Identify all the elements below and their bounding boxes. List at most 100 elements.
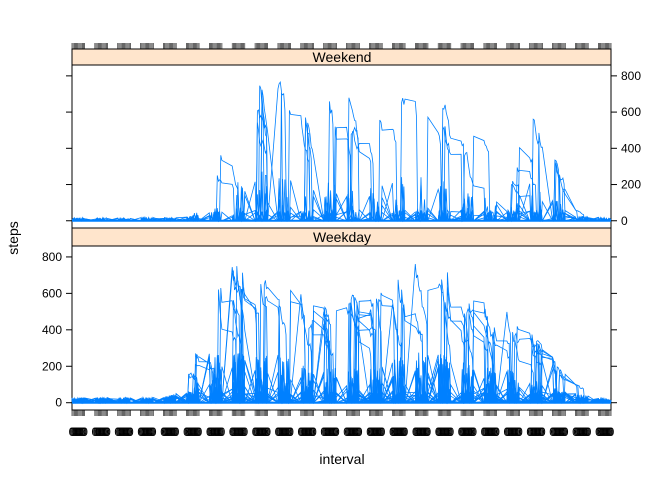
x-tick-label: 0 xyxy=(303,425,310,439)
x-tick-label: 0 xyxy=(393,425,400,439)
x-tick-label: 0 xyxy=(184,425,191,439)
x-tick-label: 0 xyxy=(573,425,580,439)
x-tick-label: 0 xyxy=(562,425,569,439)
x-tick-label: 0 xyxy=(142,425,149,439)
x-tick-label: 0 xyxy=(413,425,420,439)
x-tick-label: 0 xyxy=(308,425,315,439)
x-tick-label: 0 xyxy=(442,425,449,439)
x-tick-label: 0 xyxy=(397,425,404,439)
x-tick-label: 0 xyxy=(533,425,540,439)
x-tick-label: 0 xyxy=(367,425,374,439)
x-tick-label: 0 xyxy=(532,425,539,439)
y-tick-label: 800 xyxy=(42,250,62,264)
x-tick-label: 0 xyxy=(446,425,453,439)
strip-weekend xyxy=(71,48,612,66)
x-tick-label: 0 xyxy=(608,425,615,439)
x-tick-label: 0 xyxy=(529,425,536,439)
x-tick-label: 0 xyxy=(252,425,259,439)
x-tick-label: 0 xyxy=(447,425,454,439)
x-tick-label: 0 xyxy=(298,425,305,439)
x-axis-title: interval xyxy=(319,451,364,467)
x-tick-label: 0 xyxy=(169,425,176,439)
x-tick-label: 0 xyxy=(489,425,496,439)
x-tick-label: 0 xyxy=(601,425,608,439)
x-tick-label: 0 xyxy=(187,425,194,439)
x-tick-label: 0 xyxy=(229,425,236,439)
y-tick-label: 200 xyxy=(621,178,641,192)
x-tick-label: 0 xyxy=(69,425,76,439)
x-tick-label: 0 xyxy=(441,425,448,439)
x-tick-label: 0 xyxy=(168,425,175,439)
x-tick-label: 0 xyxy=(188,425,195,439)
x-tick-label: 0 xyxy=(81,425,88,439)
x-tick-label: 0 xyxy=(412,425,419,439)
x-tick-label: 0 xyxy=(530,425,537,439)
x-tick-label: 0 xyxy=(327,425,334,439)
x-tick-label: 0 xyxy=(596,425,603,439)
x-tick-label: 0 xyxy=(322,425,329,439)
x-tick-label: 0 xyxy=(557,425,564,439)
y-tick-label: 400 xyxy=(42,323,62,337)
x-tick-label: 0 xyxy=(599,425,606,439)
x-tick-label: 0 xyxy=(124,425,131,439)
x-tick-label: 0 xyxy=(368,425,375,439)
x-tick-label: 0 xyxy=(120,425,127,439)
x-tick-label: 0 xyxy=(189,425,196,439)
y-tick-label: 600 xyxy=(621,105,641,119)
x-tick-label: 0 xyxy=(141,425,148,439)
x-tick-label: 0 xyxy=(236,425,243,439)
x-tick-label: 0 xyxy=(118,425,125,439)
x-tick-label: 0 xyxy=(389,425,396,439)
x-tick-label: 0 xyxy=(461,425,468,439)
x-tick-label: 0 xyxy=(287,425,294,439)
x-tick-label: 0 xyxy=(483,425,490,439)
x-tick-label: 0 xyxy=(92,425,99,439)
x-tick-label: 0 xyxy=(333,425,340,439)
x-tick-label: 0 xyxy=(469,425,476,439)
x-tick-label: 0 xyxy=(460,425,467,439)
x-tick-label: 0 xyxy=(231,425,238,439)
x-tick-label: 0 xyxy=(282,425,289,439)
x-tick-label: 0 xyxy=(255,425,262,439)
x-tick-label: 0 xyxy=(239,425,246,439)
x-tick-label: 0 xyxy=(328,425,335,439)
x-tick-label: 0 xyxy=(286,425,293,439)
x-tick-label: 0 xyxy=(510,425,517,439)
x-tick-label: 0 xyxy=(509,425,516,439)
x-tick-label: 0 xyxy=(72,425,79,439)
x-tick-label: 0 xyxy=(354,425,361,439)
x-tick-label: 0 xyxy=(579,425,586,439)
x-tick-label: 0 xyxy=(399,425,406,439)
x-tick-label: 0 xyxy=(173,425,180,439)
x-tick-label: 0 xyxy=(444,425,451,439)
x-tick-label: 0 xyxy=(80,425,87,439)
x-tick-label: 0 xyxy=(165,425,172,439)
x-tick-label: 0 xyxy=(420,425,427,439)
x-tick-label: 0 xyxy=(484,425,491,439)
x-tick-label: 0 xyxy=(206,425,213,439)
x-tick-label: 0 xyxy=(603,425,610,439)
x-tick-label: 0 xyxy=(196,425,203,439)
x-tick-label: 0 xyxy=(256,425,263,439)
x-tick-label: 0 xyxy=(350,425,357,439)
series-line xyxy=(71,146,611,223)
y-tick-label: 600 xyxy=(42,286,62,300)
x-tick-label: 0 xyxy=(330,425,337,439)
x-tick-label: 0 xyxy=(419,425,426,439)
x-tick-label: 0 xyxy=(550,425,557,439)
strip-label-weekday: Weekday xyxy=(313,229,371,245)
y-tick-label: 0 xyxy=(621,214,628,228)
x-tick-label: 0 xyxy=(102,425,109,439)
x-tick-label: 0 xyxy=(324,425,331,439)
x-tick-label: 0 xyxy=(257,425,264,439)
x-tick-label: 0 xyxy=(145,425,152,439)
x-tick-label: 0 xyxy=(516,425,523,439)
x-tick-label: 0 xyxy=(595,425,602,439)
x-tick-label: 0 xyxy=(514,425,521,439)
x-tick-label: 0 xyxy=(418,425,425,439)
x-tick-label: 0 xyxy=(415,425,422,439)
x-tick-label: 0 xyxy=(241,425,248,439)
x-tick-label: 0 xyxy=(378,425,385,439)
x-tick-label: 0 xyxy=(605,425,612,439)
